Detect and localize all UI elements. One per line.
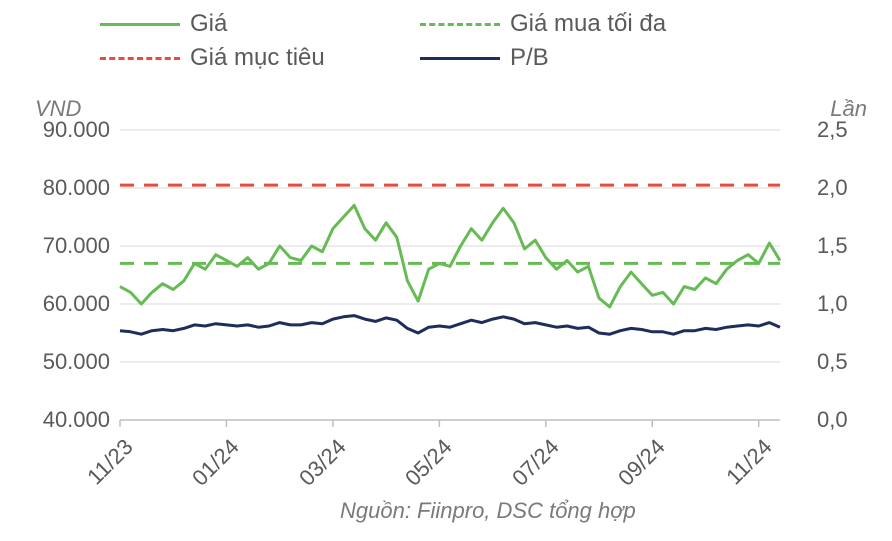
y-left-label: 60.000 xyxy=(20,291,110,317)
y-left-label: 80.000 xyxy=(20,175,110,201)
price-chart: Giá Giá mua tối đa Giá mục tiêu P/B VND … xyxy=(0,0,892,541)
y-left-label: 50.000 xyxy=(20,349,110,375)
y-right-label: 2,5 xyxy=(817,117,867,143)
y-right-label: 1,0 xyxy=(817,291,867,317)
y-left-label: 40.000 xyxy=(20,407,110,433)
y-right-label: 0,0 xyxy=(817,407,867,433)
y-left-label: 70.000 xyxy=(20,233,110,259)
y-right-label: 1,5 xyxy=(817,233,867,259)
chart-source: Nguồn: Fiinpro, DSC tổng hợp xyxy=(340,498,636,524)
y-left-label: 90.000 xyxy=(20,117,110,143)
y-right-label: 0,5 xyxy=(817,349,867,375)
y-right-label: 2,0 xyxy=(817,175,867,201)
